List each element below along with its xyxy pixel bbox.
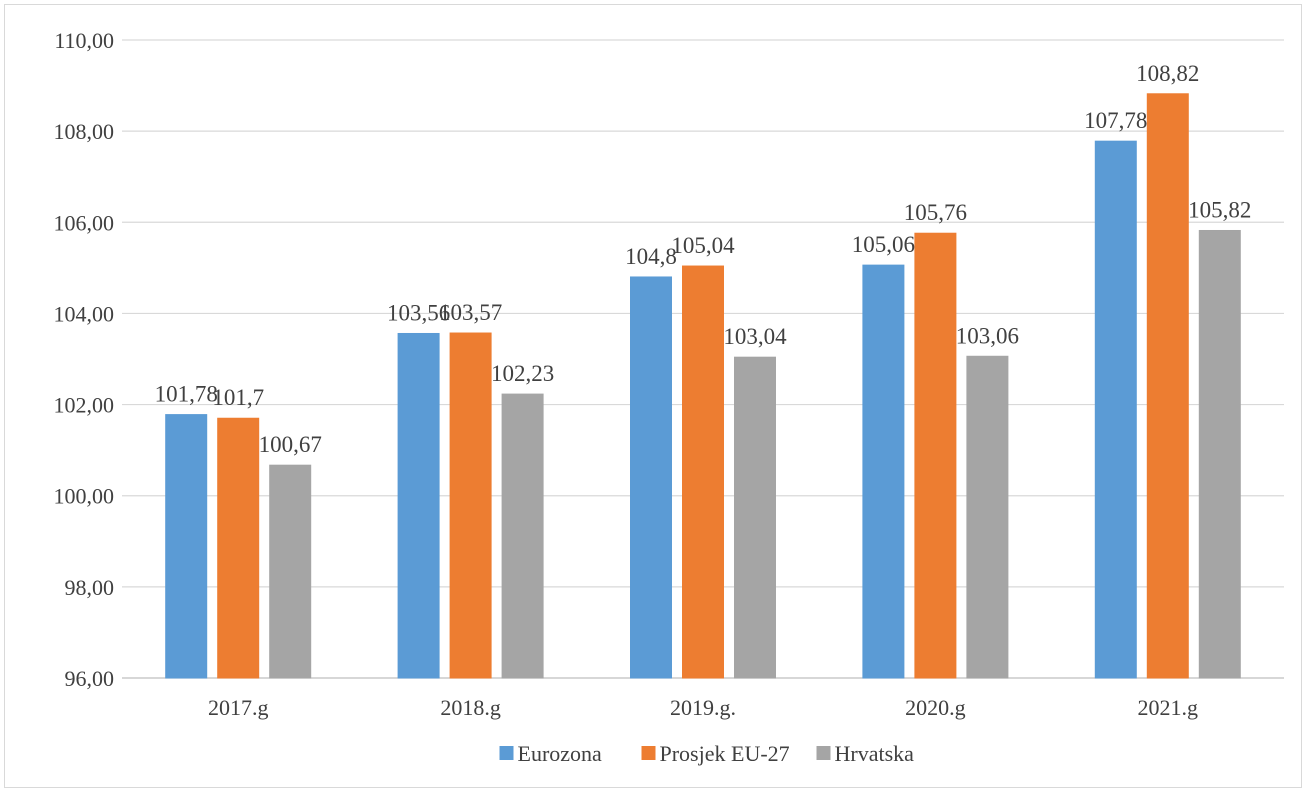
bar-hrvatska-2019 — [734, 356, 776, 679]
data-label: 102,23 — [491, 361, 554, 386]
bar-prosjek-eu-27-2019 — [682, 265, 724, 679]
data-label: 100,67 — [259, 432, 322, 457]
data-label: 101,78 — [155, 382, 218, 407]
legend-label: Prosjek EU-27 — [660, 741, 790, 766]
y-axis-tick-labels: 96,00 98,00 100,00 102,00 104,00 106,00 108,00… — [54, 28, 115, 691]
x-axis-tick-labels: 2017.g 2018.g 2019.g. 2020.g 2021.g — [208, 695, 1198, 720]
y-tick-label: 108,00 — [54, 119, 115, 144]
bar-eurozona-2020 — [862, 264, 905, 679]
y-tick-label: 106,00 — [54, 210, 115, 235]
data-label: 103,56 — [387, 300, 450, 325]
x-tick-label: 2018.g — [440, 695, 501, 720]
x-tick-label: 2017.g — [208, 695, 269, 720]
legend-label: Eurozona — [518, 741, 603, 766]
data-label: 101,7 — [212, 385, 264, 410]
legend-label: Hrvatska — [835, 741, 915, 766]
legend-swatch — [641, 746, 656, 760]
legend: Eurozona Prosjek EU-27 Hrvatska — [499, 741, 915, 766]
y-tick-label: 96,00 — [65, 666, 115, 691]
bar-eurozona-2019 — [630, 276, 672, 679]
x-tick-label: 2019.g. — [670, 695, 736, 720]
legend-swatch — [499, 746, 514, 760]
y-tick-label: 102,00 — [54, 393, 115, 418]
bar-hrvatska-2020 — [966, 355, 1009, 679]
legend-swatch — [816, 746, 831, 760]
bar-hrvatska-2017 — [269, 464, 312, 679]
legend-item: Prosjek EU-27 — [641, 741, 790, 766]
y-tick-label: 104,00 — [54, 301, 115, 326]
y-tick-label: 100,00 — [54, 484, 115, 509]
data-label: 104,8 — [625, 244, 677, 269]
bar-prosjek-eu-27-2020 — [914, 232, 957, 679]
bar-prosjek-eu-27-2017 — [217, 417, 260, 679]
data-label: 107,78 — [1084, 108, 1147, 133]
bar-eurozona-2018 — [397, 332, 440, 679]
legend-item: Eurozona — [499, 741, 603, 766]
bar-eurozona-2021 — [1094, 140, 1137, 679]
data-label: 105,06 — [852, 232, 915, 257]
bar-hrvatska-2021 — [1198, 229, 1241, 679]
data-label: 105,04 — [671, 233, 735, 258]
data-label: 105,76 — [904, 200, 967, 225]
data-label: 103,06 — [956, 323, 1019, 348]
data-label: 105,82 — [1188, 197, 1251, 222]
data-label: 103,04 — [723, 324, 787, 349]
x-tick-label: 2021.g — [1138, 695, 1199, 720]
legend-item: Hrvatska — [816, 741, 915, 766]
y-tick-label: 98,00 — [65, 575, 115, 600]
bars — [165, 93, 1241, 679]
data-label: 108,82 — [1136, 61, 1199, 86]
data-label: 103,57 — [439, 300, 502, 325]
x-tick-label: 2020.g — [905, 695, 966, 720]
bar-hrvatska-2018 — [501, 393, 544, 679]
bar-prosjek-eu-27-2018 — [449, 332, 492, 679]
bar-prosjek-eu-27-2021 — [1146, 93, 1189, 679]
y-tick-label: 110,00 — [54, 28, 114, 53]
bar-eurozona-2017 — [165, 414, 208, 679]
